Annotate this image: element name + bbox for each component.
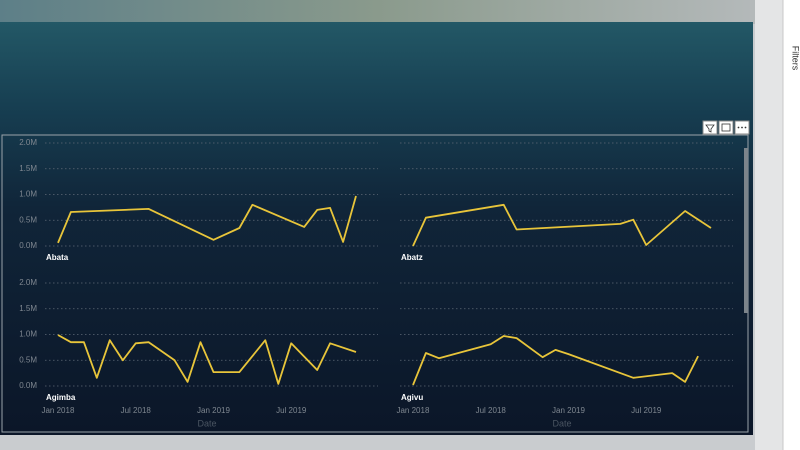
y-tick-label: 1.5M [19, 304, 37, 313]
small-multiple-title: Agimba [46, 393, 76, 402]
y-tick-label: 2.0M [19, 278, 37, 287]
filters-title[interactable]: Filters [791, 46, 800, 71]
report-canvas [0, 22, 753, 435]
data-line [412, 335, 699, 386]
x-tick-label: Jan 2019 [552, 406, 585, 415]
small-multiple-title: Agivu [401, 393, 423, 402]
focus-glyph [721, 123, 731, 132]
y-tick-label: 0.5M [19, 215, 37, 224]
x-tick-label: Jul 2019 [631, 406, 662, 415]
filter-icon[interactable] [702, 120, 718, 135]
data-line [412, 203, 712, 247]
more-dot [744, 126, 747, 129]
data-line [57, 195, 357, 244]
x-axis-title: Date [552, 418, 571, 428]
y-tick-label: 1.5M [19, 164, 37, 173]
y-tick-label: 0.0M [19, 381, 37, 390]
y-tick-label: 1.0M [19, 330, 37, 339]
filters-pane[interactable] [783, 0, 800, 450]
scrollbar[interactable] [744, 148, 748, 313]
x-axis-title: Date [197, 418, 216, 428]
x-tick-label: Jul 2019 [276, 406, 307, 415]
y-tick-label: 0.0M [19, 241, 37, 250]
data-line [57, 334, 357, 385]
y-tick-label: 1.0M [19, 190, 37, 199]
more-dot [741, 126, 743, 129]
y-tick-label: 2.0M [19, 138, 37, 147]
small-multiple-title: Abata [46, 253, 69, 262]
visual-header [702, 120, 750, 135]
y-tick-label: 0.5M [19, 355, 37, 364]
filter-glyph [705, 124, 715, 133]
focus-icon[interactable] [718, 120, 734, 135]
x-tick-label: Jan 2019 [197, 406, 230, 415]
x-tick-label: Jul 2018 [476, 406, 507, 415]
side-gutter [755, 0, 783, 450]
header-image [0, 0, 755, 24]
x-tick-label: Jan 2018 [41, 406, 74, 415]
x-tick-label: Jan 2018 [396, 406, 429, 415]
small-multiple-title: Abatz [401, 253, 423, 262]
x-tick-label: Jul 2018 [121, 406, 152, 415]
more-dot [737, 126, 740, 129]
